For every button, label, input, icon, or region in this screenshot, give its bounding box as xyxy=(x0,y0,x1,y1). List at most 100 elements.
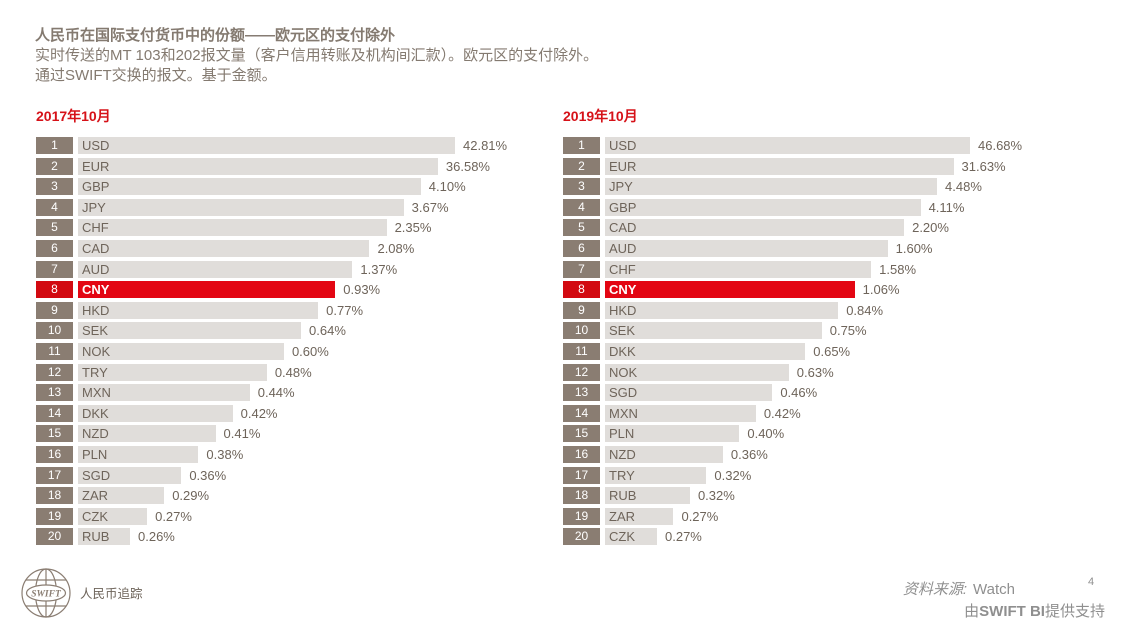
currency-code-label: TRY xyxy=(82,364,108,380)
highlight-bar xyxy=(78,281,336,299)
bar xyxy=(605,528,657,546)
chart-row-mxn: 14 MXN 0.42% xyxy=(563,404,1090,422)
chart-row-nzd: 16 NZD 0.36% xyxy=(563,445,1090,463)
currency-code-label: JPY xyxy=(82,199,106,215)
svg-text:SWIFT: SWIFT xyxy=(31,590,62,600)
value-label: 0.44% xyxy=(257,385,295,401)
value-label: 2.20% xyxy=(912,220,949,236)
rank-badge: 15 xyxy=(36,425,73,443)
currency-code-label: CNY xyxy=(609,282,637,298)
currency-code-label: HKD xyxy=(82,302,110,318)
rank-badge: 17 xyxy=(563,466,600,484)
value-label: 0.42% xyxy=(240,405,278,421)
currency-code-label: ZAR xyxy=(82,488,108,504)
value-label: 0.32% xyxy=(714,467,752,483)
bar xyxy=(605,342,806,360)
bar xyxy=(78,137,455,154)
currency-code-label: NZD xyxy=(82,426,109,442)
bar xyxy=(605,363,789,381)
bar xyxy=(605,507,674,525)
chart-row-sgd: 13 SGD 0.46% xyxy=(563,384,1090,402)
bar xyxy=(78,384,250,402)
bar xyxy=(78,466,182,484)
currency-code-label: HKD xyxy=(609,302,637,318)
currency-code-label: ZAR xyxy=(609,508,635,524)
value-label: 42.81% xyxy=(463,138,508,153)
chart-row-sgd: 17 SGD 0.36% xyxy=(36,466,563,484)
swift-logo-icon: SWIFT xyxy=(19,566,73,625)
bar xyxy=(605,198,921,216)
rank-badge: 13 xyxy=(563,384,600,402)
bar xyxy=(78,301,319,319)
rank-badge: 1 xyxy=(36,137,73,154)
rank-badge: 7 xyxy=(563,260,600,278)
rank-badge: 13 xyxy=(36,384,73,402)
currency-code-label: AUD xyxy=(82,261,110,277)
bar xyxy=(605,404,756,422)
value-label: 0.48% xyxy=(274,364,312,380)
value-label: 3.67% xyxy=(411,199,449,215)
currency-code-label: CAD xyxy=(82,240,110,256)
rank-badge: 3 xyxy=(36,178,73,196)
value-label: 0.75% xyxy=(829,323,867,339)
bar xyxy=(605,239,888,257)
value-label: 0.84% xyxy=(846,302,884,318)
chart-row-hkd: 9 HKD 0.77% xyxy=(36,301,563,319)
value-label: 0.27% xyxy=(665,529,702,545)
chart-2019: 2019年10月 1 USD 46.68% 2 EUR 31.63% 3 JPY 4.48% 4 G… xyxy=(563,106,1090,551)
chart-rows: 1 USD 46.68% 2 EUR 31.63% 3 JPY 4.48% 4 GBP 4.11% 5 C… xyxy=(563,137,1090,546)
value-label: 1.37% xyxy=(360,261,398,277)
bar xyxy=(78,322,302,340)
currency-code-label: CNY xyxy=(82,282,110,298)
currency-code-label: CAD xyxy=(609,220,637,236)
value-label: 2.08% xyxy=(377,240,415,256)
rank-badge: 18 xyxy=(36,487,73,505)
rank-badge: 6 xyxy=(36,239,73,257)
bar xyxy=(605,322,822,340)
chart-row-aud: 6 AUD 1.60% xyxy=(563,239,1090,257)
powered-prefix: 由 xyxy=(964,603,980,620)
bar xyxy=(78,260,353,278)
chart-row-hkd: 9 HKD 0.84% xyxy=(563,301,1090,319)
value-label: 0.41% xyxy=(223,426,261,442)
bar xyxy=(605,384,773,402)
bar xyxy=(605,178,938,196)
currency-code-label: MXN xyxy=(609,405,638,421)
rank-badge: 15 xyxy=(563,425,600,443)
rank-badge: 3 xyxy=(563,178,600,196)
currency-code-label: NZD xyxy=(609,446,636,462)
rank-badge: 20 xyxy=(36,528,73,546)
chart-row-try: 17 TRY 0.32% xyxy=(563,466,1090,484)
value-label: 1.60% xyxy=(895,240,933,256)
chart-row-eur: 2 EUR 36.58% xyxy=(36,157,563,175)
rank-badge: 12 xyxy=(36,363,73,381)
currency-code-label: SEK xyxy=(82,323,109,339)
rank-badge: 17 xyxy=(36,466,73,484)
chart-row-eur: 2 EUR 31.63% xyxy=(563,157,1090,175)
value-label: 0.29% xyxy=(172,488,210,504)
rank-badge: 16 xyxy=(563,445,600,463)
bar xyxy=(605,301,839,319)
currency-code-label: NOK xyxy=(609,364,638,380)
chart-row-pln: 16 PLN 0.38% xyxy=(36,445,563,463)
bar xyxy=(78,445,199,463)
highlight-bar xyxy=(605,281,855,299)
chart-row-nok: 12 NOK 0.63% xyxy=(563,363,1090,381)
value-label: 0.36% xyxy=(730,446,768,462)
value-label: 0.65% xyxy=(813,343,851,359)
subtitle-line-2: 通过SWIFT交换的报文。基于金额。 xyxy=(35,67,277,84)
rank-badge: 6 xyxy=(563,239,600,257)
chart-row-cad: 5 CAD 2.20% xyxy=(563,219,1090,237)
currency-code-label: CZK xyxy=(609,529,635,545)
bar xyxy=(78,507,148,525)
chart-row-aud: 7 AUD 1.37% xyxy=(36,260,563,278)
bar xyxy=(605,219,905,237)
value-label: 0.26% xyxy=(138,529,175,545)
bar xyxy=(605,260,872,278)
chart-row-jpy: 4 JPY 3.67% xyxy=(36,198,563,216)
currency-code-label: JPY xyxy=(609,179,633,195)
value-label: 1.58% xyxy=(879,261,917,277)
currency-code-label: SGD xyxy=(82,467,111,483)
rank-badge: 19 xyxy=(563,507,600,525)
currency-code-label: SGD xyxy=(609,385,638,401)
